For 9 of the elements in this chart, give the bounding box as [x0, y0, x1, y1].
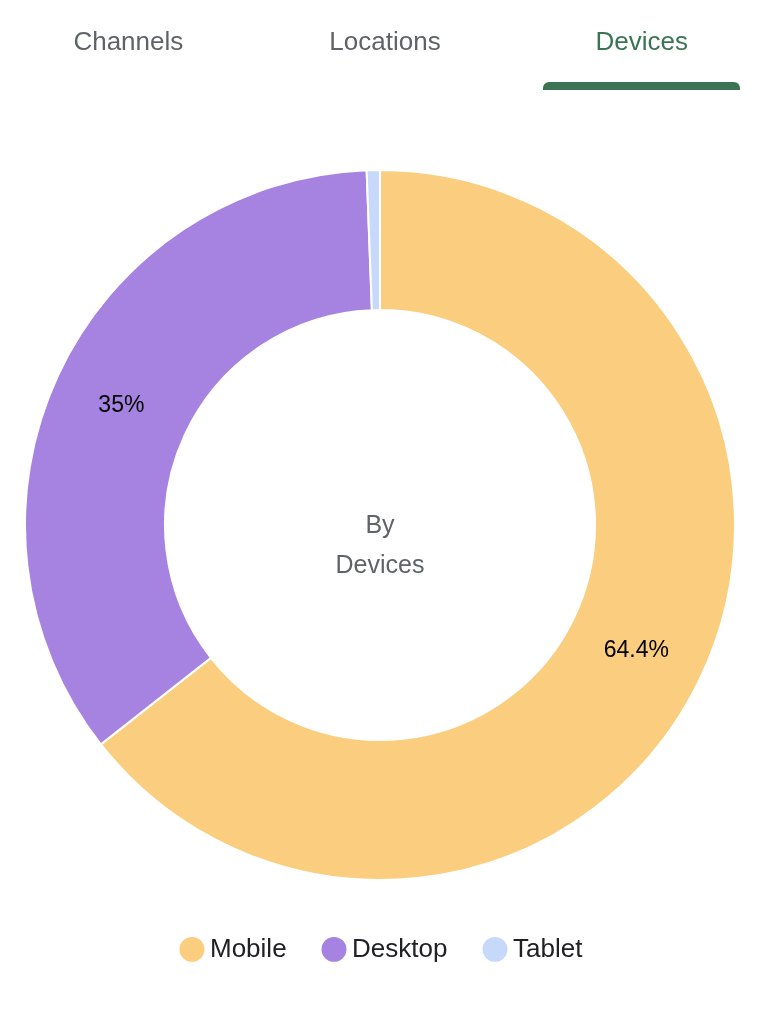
text: Channels	[72, 25, 185, 58]
text: By Devices	[335, 510, 425, 578]
legend-label: Mobile	[210, 933, 287, 964]
text: Locations	[328, 25, 442, 58]
data-label: 35%	[98, 391, 145, 418]
text: Devices	[594, 25, 689, 58]
data-label: 64.4%	[603, 635, 669, 662]
legend-label: Desktop	[352, 933, 448, 964]
legend-label: Tablet	[513, 933, 584, 964]
